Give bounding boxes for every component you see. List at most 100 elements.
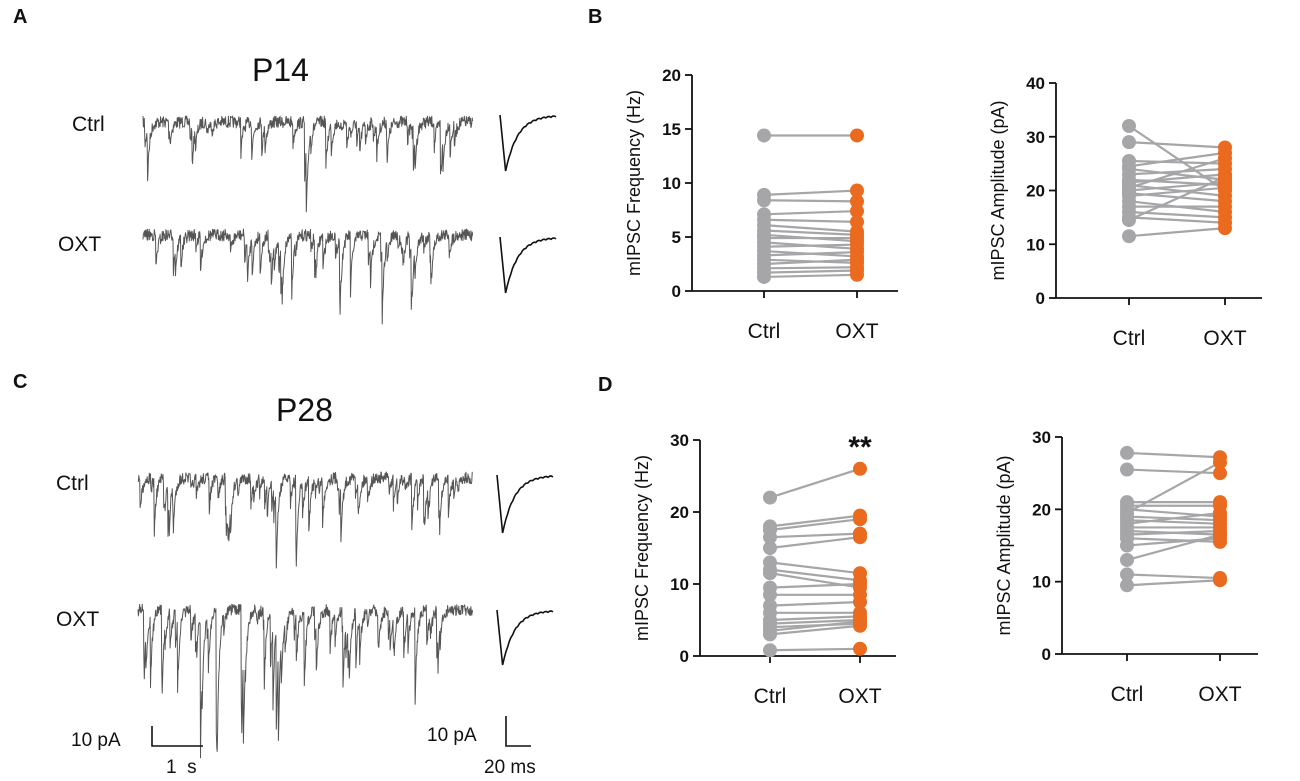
- d-left-oxt-point: [853, 530, 867, 545]
- d-right-pair-line: [1126, 511, 1221, 525]
- d-left-pair-line: [769, 514, 861, 528]
- b-right-y-tick-label: 0: [1036, 289, 1045, 308]
- b-left-pair-line: [763, 273, 858, 279]
- d-right-pair-line: [1126, 529, 1221, 536]
- panel-letter-b: B: [588, 6, 603, 28]
- raw-trace-p14-ctrl: [142, 115, 474, 213]
- b-right-pair-line: [1128, 151, 1226, 168]
- raw-trace-p14-oxt: [142, 228, 474, 325]
- raw-trace-p28-oxt: [137, 603, 474, 759]
- d-right-pair-line: [1126, 533, 1221, 562]
- d-left-ctrl-point: [763, 627, 777, 642]
- b-left-y-tick-label: 0: [672, 282, 681, 301]
- d-left-pair-line: [769, 467, 861, 499]
- condition-label-ctrl-p14: Ctrl: [72, 113, 105, 136]
- d-right-pair-line: [1126, 519, 1221, 525]
- b-right-oxt-point: [1218, 180, 1232, 195]
- d-left-ctrl-point: [763, 566, 777, 581]
- d-left-oxt-point: [853, 595, 867, 609]
- b-right-pair-line: [1128, 141, 1226, 149]
- scalebar-trace-time-label: 1 s: [166, 757, 197, 778]
- d-right-y-axis-label: mIPSC Amplitude (pA): [994, 455, 1014, 635]
- d-right-pair-line: [1126, 461, 1221, 514]
- b-right-y-tick-label: 20: [1026, 182, 1045, 201]
- b-right-pair-line: [1128, 184, 1226, 197]
- average-trace-p14-oxt: [499, 236, 557, 294]
- d-left-x-tick-label: OXT: [838, 685, 881, 708]
- d-left-oxt-point: [853, 641, 867, 656]
- b-right-ctrl-point: [1122, 229, 1136, 244]
- panel-letter-c: C: [13, 371, 28, 393]
- b-left-oxt-point: [850, 194, 864, 209]
- b-right-oxt-point: [1218, 151, 1232, 166]
- d-right-oxt-point: [1213, 455, 1227, 470]
- average-trace-p28-oxt: [496, 609, 554, 666]
- d-left-oxt-point: [853, 512, 867, 527]
- d-left-x-tick-label: Ctrl: [754, 685, 787, 708]
- d-left-pair-line: [769, 615, 861, 622]
- d-right-oxt-point: [1213, 573, 1227, 588]
- b-left-oxt-point: [850, 214, 864, 229]
- b-right-pair-line: [1128, 167, 1226, 181]
- d-right-oxt-point: [1213, 466, 1227, 481]
- b-right-pair-line: [1128, 125, 1226, 192]
- d-right-pair-line: [1126, 451, 1221, 459]
- b-left-y-tick-label: 15: [662, 120, 681, 139]
- b-left-oxt-point: [850, 267, 864, 282]
- age-title-p14: P14: [252, 52, 309, 88]
- d-right-oxt-point: [1213, 505, 1227, 520]
- b-right-pair-line: [1128, 186, 1226, 197]
- b-left-y-axis-label: mIPSC Frequency (Hz): [624, 90, 644, 276]
- b-right-oxt-point: [1218, 170, 1232, 185]
- d-left-y-tick-label: 0: [680, 647, 689, 666]
- b-left-pair-line: [763, 269, 858, 274]
- b-left-pair-line: [763, 266, 858, 270]
- d-left-pair-line: [769, 518, 861, 532]
- d-left-oxt-point: [853, 577, 867, 591]
- scalebar-trace: [151, 726, 203, 747]
- raw-trace-p28-ctrl: [137, 471, 473, 569]
- b-left-ctrl-point: [757, 128, 771, 143]
- b-left-pair-line: [763, 243, 858, 248]
- b-right-pair-line: [1128, 157, 1226, 189]
- d-right-ctrl-point: [1120, 567, 1134, 582]
- d-left-pair-line: [769, 600, 861, 607]
- d-left-pair-line: [769, 568, 861, 582]
- chart-d-right: 0 10 20 30 Ctrl OXT mIPSC Amplitude (pA): [994, 428, 1258, 706]
- b-right-ctrl-point: [1122, 213, 1136, 228]
- d-left-pair-line: [769, 618, 861, 625]
- d-left-y-tick-label: 10: [670, 575, 689, 594]
- condition-label-ctrl-p28: Ctrl: [56, 472, 89, 495]
- b-right-pair-line: [1128, 176, 1226, 222]
- b-left-pair-line: [763, 189, 858, 196]
- d-left-oxt-point: [853, 618, 867, 633]
- d-right-ctrl-point: [1120, 552, 1134, 567]
- average-trace-p14-ctrl: [499, 114, 557, 172]
- d-left-ctrl-point: [763, 530, 777, 545]
- average-trace-p28-ctrl: [496, 474, 554, 534]
- scalebar-average: [505, 716, 531, 747]
- b-right-y-tick-label: 30: [1026, 128, 1045, 147]
- d-right-y-tick-label: 0: [1042, 645, 1051, 664]
- d-right-y-tick-label: 10: [1032, 573, 1051, 592]
- d-left-pair-line: [769, 647, 861, 652]
- b-right-y-tick-label: 40: [1026, 74, 1045, 93]
- d-left-pair-line: [769, 582, 861, 589]
- b-left-pair-line: [763, 251, 858, 257]
- d-right-pair-line: [1126, 537, 1221, 543]
- d-left-ctrl-point: [763, 643, 777, 658]
- b-right-oxt-point: [1218, 221, 1232, 236]
- b-left-y-tick-label: 20: [662, 66, 681, 85]
- age-title-p28: P28: [276, 392, 333, 428]
- scalebar-average-amplitude-label: 10 pA: [427, 725, 477, 746]
- b-left-oxt-point: [850, 128, 864, 143]
- d-left-pair-line: [769, 620, 861, 632]
- chart-d-left: 0 10 20 30 Ctrl OXT mIPSC Frequency (Hz) **: [632, 431, 896, 708]
- b-left-pair-line: [763, 258, 858, 266]
- d-right-x-tick-label: Ctrl: [1111, 683, 1144, 706]
- b-right-y-tick-label: 10: [1026, 235, 1045, 254]
- b-right-pair-line: [1128, 227, 1226, 238]
- b-left-pair-line: [763, 224, 858, 233]
- d-left-ctrl-point: [763, 541, 777, 555]
